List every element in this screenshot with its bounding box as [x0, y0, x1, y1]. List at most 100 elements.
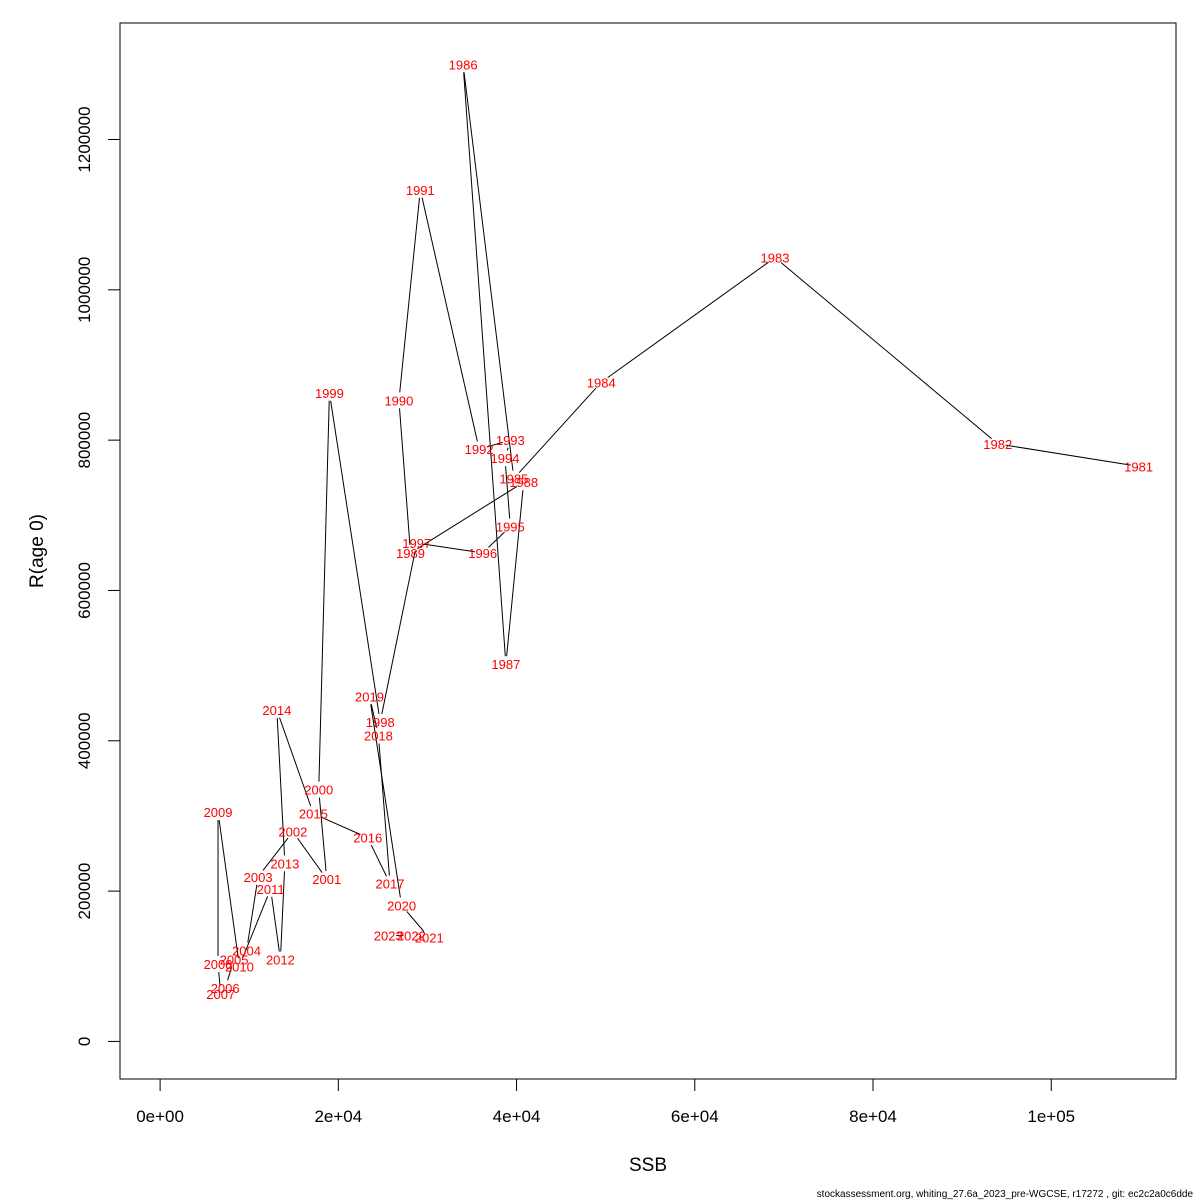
point-label-2004: 2004	[232, 943, 261, 958]
point-label-2019: 2019	[355, 689, 384, 704]
line-segment-2011-2012	[271, 896, 280, 952]
point-label-2007: 2007	[206, 987, 235, 1002]
point-label-2012: 2012	[266, 952, 295, 967]
line-segment-2018-2019	[370, 704, 378, 728]
x-tick-label: 2e+04	[314, 1107, 362, 1126]
point-label-1982: 1982	[983, 437, 1012, 452]
footer-note: stockassessment.org, whiting_27.6a_2023_…	[817, 1189, 1194, 1200]
point-label-2002: 2002	[278, 825, 307, 840]
line-segment-1995-1996	[488, 531, 505, 548]
point-label-2020: 2020	[387, 898, 416, 913]
point-label-2008: 2008	[204, 957, 233, 972]
point-label-2018: 2018	[364, 729, 393, 744]
line-segment-2017-2018	[378, 743, 390, 876]
point-label-1999: 1999	[315, 386, 344, 401]
point-label-1983: 1983	[761, 250, 790, 265]
line-segment-1992-1993	[486, 441, 503, 448]
line-segment-1994-1995	[505, 466, 511, 519]
x-tick-label: 4e+04	[493, 1107, 541, 1126]
series-lines	[217, 72, 1131, 987]
line-segment-1988-1989	[417, 486, 518, 550]
x-tick-label: 1e+05	[1027, 1107, 1075, 1126]
y-axis: 0 200000 400000 600000 800000 1000000 1200000	[75, 106, 121, 1046]
line-segment-2000-2001	[318, 797, 327, 872]
line-segment-1983-1984	[607, 261, 769, 379]
point-label-1987: 1987	[491, 657, 520, 672]
line-segment-1991-1992	[421, 197, 478, 442]
line-segment-1998-1999	[330, 400, 380, 715]
point-labels: 1981 1982 1983 1984 1985 1986 1987 1988 1989 1990…	[204, 57, 1153, 1002]
plot-frame	[119, 22, 1177, 1080]
x-tick-label: 8e+04	[849, 1107, 897, 1126]
point-label-2001: 2001	[312, 872, 341, 887]
line-segment-2013-2014	[276, 717, 285, 856]
y-tick-label: 1200000	[75, 106, 94, 172]
line-segment-2001-2002	[297, 837, 323, 873]
x-tick-label: 0e+00	[136, 1107, 184, 1126]
y-tick-label: 600000	[75, 562, 94, 619]
line-segment-1986-1987	[463, 72, 506, 657]
line-segment-2012-2013	[280, 871, 285, 952]
line-segment-2007-2008	[218, 971, 221, 987]
y-axis-title: R(age 0)	[27, 514, 48, 588]
line-segment-1989-1990	[399, 408, 411, 545]
line-segment-2014-2015	[279, 717, 312, 807]
line-segment-1987-1988	[506, 490, 524, 657]
point-label-1992: 1992	[465, 442, 494, 457]
line-segment-2019-2020	[370, 704, 401, 898]
point-label-2017: 2017	[376, 877, 405, 892]
point-label-2005: 2005	[220, 952, 249, 967]
point-label-1995: 1995	[496, 520, 525, 535]
point-label-2016: 2016	[353, 831, 382, 846]
point-label-1984: 1984	[587, 375, 616, 390]
line-segment-1996-1997	[424, 543, 475, 553]
point-label-1997: 1997	[402, 536, 431, 551]
point-label-1989: 1989	[396, 546, 425, 561]
point-label-1993: 1993	[496, 433, 525, 448]
point-label-1986: 1986	[449, 57, 478, 72]
y-tick-label: 1000000	[75, 257, 94, 323]
point-label-2000: 2000	[304, 783, 333, 798]
point-label-2009: 2009	[204, 805, 233, 820]
point-label-2023: 2023	[374, 928, 403, 943]
point-label-1990: 1990	[384, 393, 413, 408]
line-segment-2016-2017	[370, 844, 387, 877]
point-label-2021: 2021	[415, 931, 444, 946]
point-label-2011: 2011	[257, 882, 285, 897]
line-segment-1990-1991	[399, 197, 421, 393]
point-label-2003: 2003	[244, 870, 273, 885]
line-segment-1993-1994	[506, 447, 509, 451]
line-segment-2009-2010	[218, 820, 239, 959]
point-label-1994: 1994	[491, 451, 520, 466]
point-label-1981: 1981	[1124, 459, 1153, 474]
point-label-1998: 1998	[366, 715, 395, 730]
line-segment-1981-1982	[1005, 444, 1131, 466]
point-label-1985: 1985	[499, 471, 528, 486]
line-segment-2003-2004	[247, 884, 258, 943]
point-label-2022: 2022	[397, 928, 426, 943]
x-axis: 0e+00 2e+04 4e+04 6e+04 8e+04 1e+05	[136, 1078, 1075, 1126]
y-tick-label: 800000	[75, 412, 94, 469]
line-segment-2020-2021	[406, 911, 425, 932]
line-segment-2010-2011	[241, 896, 269, 960]
y-tick-label: 0	[75, 1037, 94, 1046]
line-segment-2005-2006	[227, 966, 233, 981]
y-tick-label: 200000	[75, 863, 94, 920]
point-label-2006: 2006	[211, 981, 240, 996]
point-label-2010: 2010	[225, 959, 254, 974]
line-segment-1984-1985	[518, 387, 597, 473]
x-tick-label: 6e+04	[671, 1107, 719, 1126]
point-label-1991: 1991	[406, 183, 435, 198]
line-segment-1982-1983	[780, 262, 992, 440]
point-label-1996: 1996	[468, 546, 497, 561]
point-label-2013: 2013	[270, 856, 299, 871]
point-label-2014: 2014	[262, 703, 291, 718]
point-label-1988: 1988	[509, 475, 538, 490]
point-label-2015: 2015	[299, 807, 328, 822]
x-axis-title: SSB	[629, 1155, 667, 1176]
line-segment-1997-1998	[381, 550, 416, 715]
line-segment-2015-2016	[320, 816, 361, 835]
y-tick-label: 400000	[75, 712, 94, 769]
line-segment-1985-1986	[463, 72, 514, 471]
